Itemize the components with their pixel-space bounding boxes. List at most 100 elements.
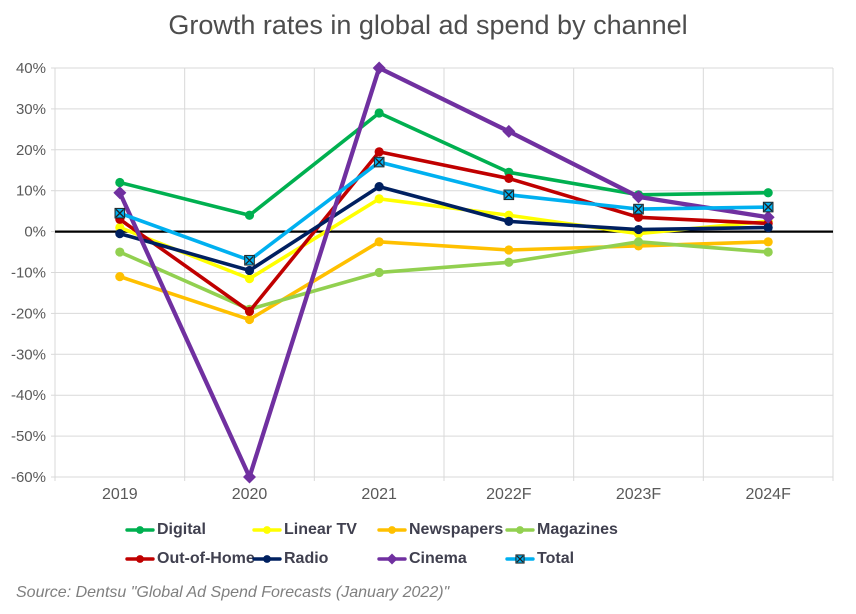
data-point-marker xyxy=(374,108,384,118)
legend-label-magazines: Magazines xyxy=(537,521,618,538)
data-point-marker xyxy=(374,267,384,278)
data-point-marker xyxy=(374,237,384,247)
data-point-marker xyxy=(763,247,773,257)
series-line-digital xyxy=(118,111,770,218)
data-point-marker xyxy=(244,306,255,316)
x-tick-label: 2021 xyxy=(361,486,397,503)
data-point-marker xyxy=(244,314,255,325)
data-point-marker xyxy=(763,188,773,198)
data-point-marker-x xyxy=(504,190,514,200)
data-point-marker-x xyxy=(763,202,773,212)
legend-item-linear-tv: Linear TV xyxy=(252,520,357,540)
legend-key-radio xyxy=(252,555,282,563)
legend-label-cinema: Cinema xyxy=(409,550,467,567)
series-digital xyxy=(115,108,773,220)
data-point-marker xyxy=(516,526,524,534)
data-point-marker xyxy=(504,257,514,267)
data-point-marker xyxy=(263,526,271,534)
data-point-marker xyxy=(374,147,384,157)
y-tick-label: -10% xyxy=(11,265,46,282)
legend-item-cinema: Cinema xyxy=(377,549,467,569)
plot-area: 40% 30% 20% 10% 0% -10% -20% -30% -40% -50% -60% 20… xyxy=(11,60,834,503)
legend-label-out-of-home: Out-of-Home xyxy=(157,550,255,567)
series-total xyxy=(114,156,774,266)
y-tick-label: -40% xyxy=(11,387,46,404)
legend-item-radio: Radio xyxy=(252,549,328,569)
data-point-marker xyxy=(115,247,125,257)
data-point-marker xyxy=(504,173,514,184)
data-point-marker xyxy=(633,237,644,247)
data-point-marker xyxy=(136,555,144,563)
legend-key-total xyxy=(505,554,535,564)
y-tick-label: -20% xyxy=(11,305,46,322)
data-point-marker xyxy=(113,186,127,200)
x-tick-label: 2019 xyxy=(102,486,138,503)
legend-key-newspapers xyxy=(377,526,407,534)
legend-key-digital xyxy=(125,526,155,534)
legend-item-total: Total xyxy=(505,549,574,569)
data-point-marker-x xyxy=(245,255,254,265)
y-tick-label: -60% xyxy=(11,469,46,486)
x-tick-label: 2020 xyxy=(232,486,268,503)
data-point-marker xyxy=(761,210,775,224)
series-line-cinema xyxy=(117,65,771,480)
y-tick-label: 10% xyxy=(16,183,46,200)
legend-item-digital: Digital xyxy=(125,520,206,540)
legend-key-out-of-home xyxy=(125,555,155,563)
data-point-marker xyxy=(136,526,144,534)
data-point-marker xyxy=(244,265,255,276)
chart-title: Growth rates in global ad spend by chann… xyxy=(168,10,688,40)
series-line-magazines xyxy=(118,240,770,312)
legend-item-out-of-home: Out-of-Home xyxy=(125,549,255,569)
data-point-marker-x xyxy=(115,208,125,218)
data-point-marker-x xyxy=(516,555,524,563)
series-line-linear-tv xyxy=(118,197,770,281)
legend-key-linear-tv xyxy=(252,526,282,534)
data-point-marker xyxy=(263,555,271,563)
legend-key-magazines xyxy=(505,526,535,534)
source-note: Source: Dentsu "Global Ad Spend Forecast… xyxy=(16,584,450,601)
data-point-marker xyxy=(372,61,386,75)
data-point-marker xyxy=(633,224,644,235)
legend-label-radio: Radio xyxy=(284,550,329,567)
legend-item-newspapers: Newspapers xyxy=(377,520,503,540)
x-tick-label: 2022F xyxy=(486,486,532,503)
legend-label-linear-tv: Linear TV xyxy=(284,521,357,538)
series-radio xyxy=(115,182,773,276)
legend-label-newspapers: Newspapers xyxy=(409,521,504,538)
x-tick-label: 2024F xyxy=(745,486,791,503)
data-point-marker xyxy=(504,245,514,255)
legend-label-digital: Digital xyxy=(157,521,206,538)
data-point-marker xyxy=(374,194,384,204)
data-point-marker xyxy=(388,526,396,534)
y-tick-label: -30% xyxy=(11,346,46,363)
data-point-marker xyxy=(763,237,773,247)
y-tick-label: 20% xyxy=(16,142,46,159)
data-point-marker xyxy=(115,229,125,239)
data-point-marker xyxy=(386,553,398,565)
data-point-marker-x xyxy=(634,204,643,214)
y-tick-label: 30% xyxy=(16,101,46,118)
data-point-marker xyxy=(763,222,773,233)
legend-label-total: Total xyxy=(537,550,575,567)
y-tick-label: 0% xyxy=(24,224,46,241)
legend-key-cinema xyxy=(377,553,407,565)
series-line-total xyxy=(118,160,770,263)
x-tick-label: 2023F xyxy=(616,486,662,503)
data-point-marker-x xyxy=(374,157,384,167)
data-point-marker xyxy=(632,190,645,204)
series-line-radio xyxy=(118,184,770,273)
data-point-marker xyxy=(502,124,516,138)
y-tick-label: -50% xyxy=(11,428,46,445)
series-cinema xyxy=(113,61,775,484)
data-point-marker xyxy=(504,216,514,226)
data-point-marker xyxy=(244,210,255,220)
data-point-marker xyxy=(374,182,384,192)
data-point-marker xyxy=(633,212,644,222)
legend-item-magazines: Magazines xyxy=(505,520,618,540)
data-point-marker xyxy=(115,271,125,282)
data-point-marker xyxy=(244,274,255,284)
y-tick-label: 40% xyxy=(16,60,46,77)
series-line-out-of-home xyxy=(118,150,770,314)
